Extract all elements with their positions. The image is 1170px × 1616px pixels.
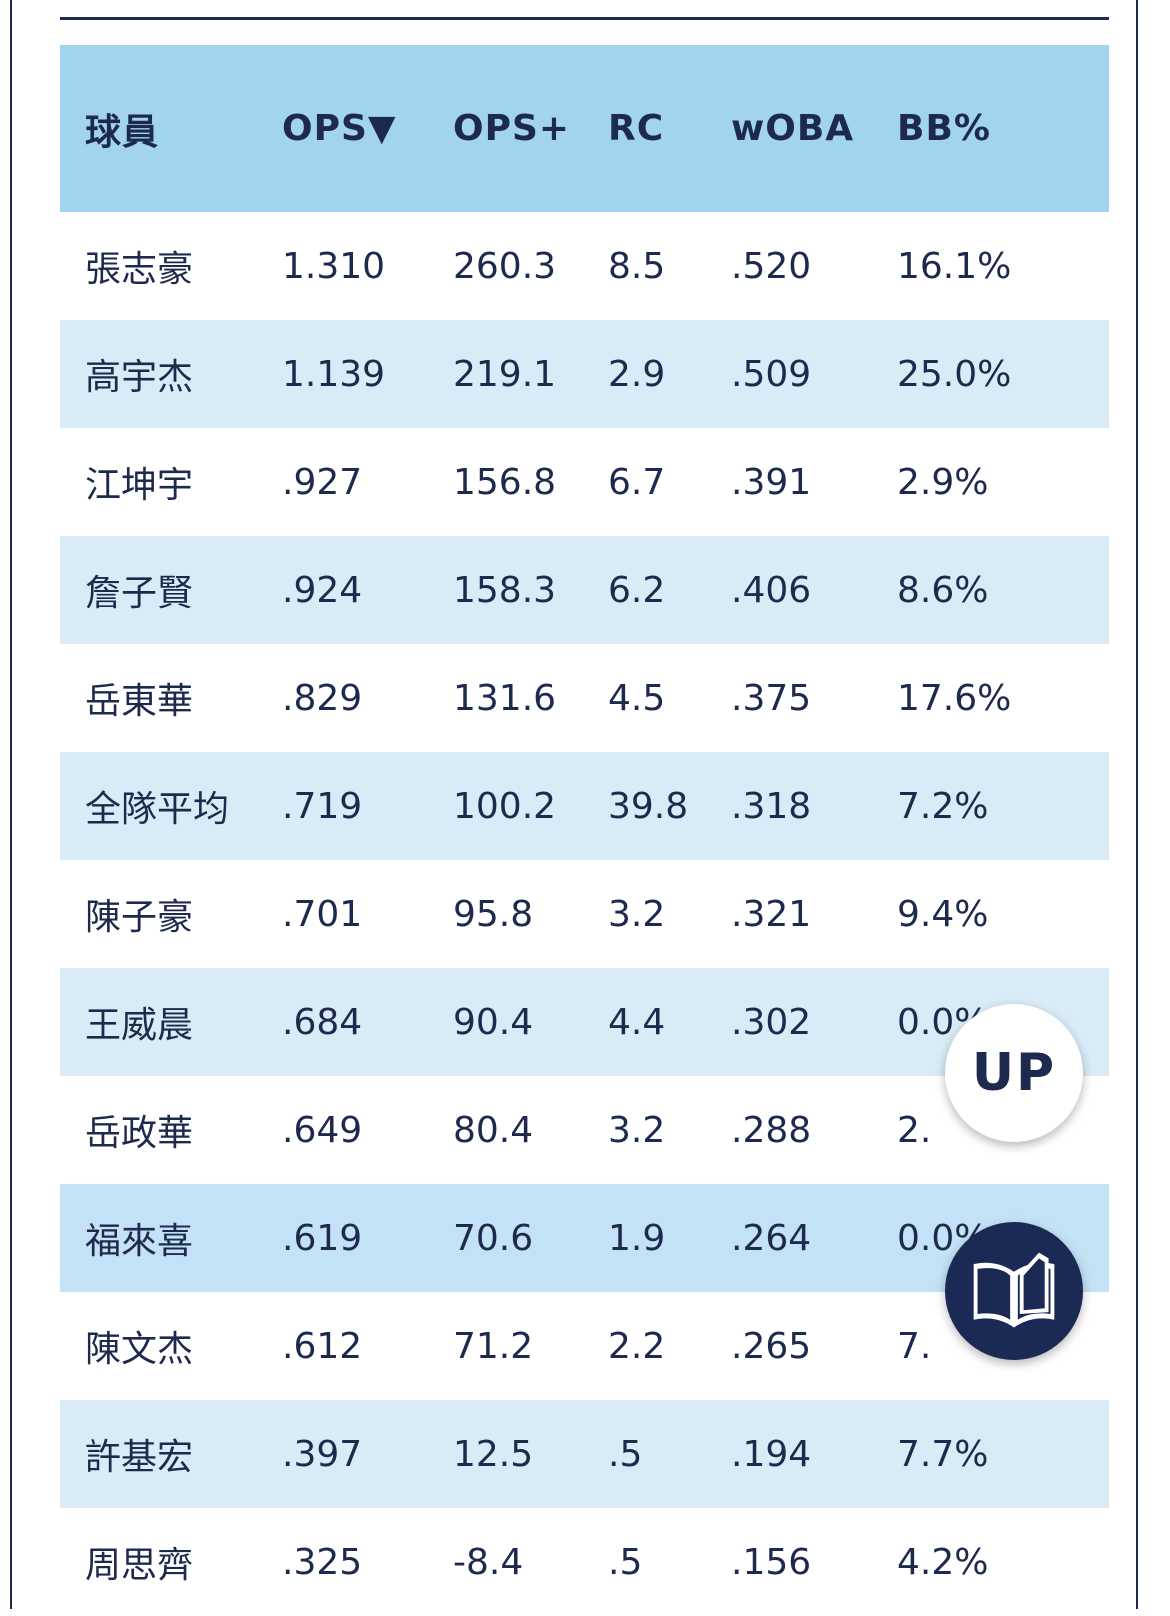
cell-woba: .391	[731, 428, 897, 536]
cell-ops: .927	[282, 428, 453, 536]
cell-woba: .302	[731, 968, 897, 1076]
cell-player: 張志豪	[60, 212, 282, 320]
cell-player: 許基宏	[60, 1400, 282, 1508]
cell-ops: .701	[282, 860, 453, 968]
table-row[interactable]: 陳子豪 .701 95.8 3.2.321 9.4%	[60, 860, 1109, 968]
cell-bb-pct: 7.7%	[897, 1400, 1109, 1508]
table-row[interactable]: 全隊平均 .719 100.2 39.8.318 7.2%	[60, 752, 1109, 860]
cell-woba: .375	[731, 644, 897, 752]
cell-ops: .397	[282, 1400, 453, 1508]
cell-ops: .649	[282, 1076, 453, 1184]
cell-ops: .924	[282, 536, 453, 644]
cell-ops: .829	[282, 644, 453, 752]
cell-player: 高宇杰	[60, 320, 282, 428]
cell-rc: 2.9	[608, 320, 731, 428]
cell-rc: 2.2	[608, 1292, 731, 1400]
scroll-up-button[interactable]: UP	[945, 1004, 1083, 1142]
cell-woba: .321	[731, 860, 897, 968]
table-row[interactable]: 張志豪 1.310 260.3 8.5.520 16.1%	[60, 212, 1109, 320]
cell-woba: .288	[731, 1076, 897, 1184]
cell-ops-plus: 100.2	[453, 752, 608, 860]
table-header-row: 球員 OPS▼ OPS+ RC wOBA BB%	[60, 45, 1109, 212]
open-book-icon	[973, 1252, 1055, 1328]
cell-bb-pct: 16.1%	[897, 212, 1109, 320]
cell-ops: .325	[282, 1508, 453, 1616]
cell-ops: .612	[282, 1292, 453, 1400]
header-ops[interactable]: OPS▼	[282, 45, 453, 212]
cell-woba: .265	[731, 1292, 897, 1400]
cell-bb-pct: 8.6%	[897, 536, 1109, 644]
cell-player: 陳子豪	[60, 860, 282, 968]
cell-ops: 1.310	[282, 212, 453, 320]
cell-ops-plus: 12.5	[453, 1400, 608, 1508]
cell-rc: 8.5	[608, 212, 731, 320]
cell-woba: .264	[731, 1184, 897, 1292]
cell-rc: 3.2	[608, 1076, 731, 1184]
cell-ops-plus: 131.6	[453, 644, 608, 752]
cell-woba: .194	[731, 1400, 897, 1508]
header-bb-pct[interactable]: BB%	[897, 45, 1109, 212]
cell-player: 全隊平均	[60, 752, 282, 860]
cell-ops-plus: 95.8	[453, 860, 608, 968]
cell-ops-plus: 158.3	[453, 536, 608, 644]
header-ops-plus[interactable]: OPS+	[453, 45, 608, 212]
cell-ops-plus: 71.2	[453, 1292, 608, 1400]
book-button[interactable]	[945, 1222, 1083, 1360]
cell-ops-plus: -8.4	[453, 1508, 608, 1616]
table-row[interactable]: 周思齊 .325 -8.4.5.156 4.2%	[60, 1508, 1109, 1616]
cell-rc: 4.4	[608, 968, 731, 1076]
up-label: UP	[971, 1043, 1057, 1103]
cell-player: 岳政華	[60, 1076, 282, 1184]
cell-rc: .5	[608, 1508, 731, 1616]
cell-bb-pct: 4.2%	[897, 1508, 1109, 1616]
cell-player: 周思齊	[60, 1508, 282, 1616]
cell-ops: .684	[282, 968, 453, 1076]
cell-rc: 3.2	[608, 860, 731, 968]
cell-woba: .406	[731, 536, 897, 644]
table-row[interactable]: 許基宏 .397 12.5.5.194 7.7%	[60, 1400, 1109, 1508]
cell-player: 福來喜	[60, 1184, 282, 1292]
header-player[interactable]: 球員	[60, 45, 282, 212]
table-row[interactable]: 岳東華 .829 131.6 4.5.375 17.6%	[60, 644, 1109, 752]
cell-ops-plus: 80.4	[453, 1076, 608, 1184]
cell-ops-plus: 156.8	[453, 428, 608, 536]
cell-bb-pct: 7.2%	[897, 752, 1109, 860]
cell-ops: .619	[282, 1184, 453, 1292]
cell-woba: .520	[731, 212, 897, 320]
cell-player: 岳東華	[60, 644, 282, 752]
cell-ops-plus: 90.4	[453, 968, 608, 1076]
stats-table: 球員 OPS▼ OPS+ RC wOBA BB% 張志豪 1.310 260.3 8.…	[60, 45, 1109, 1616]
cell-woba: .509	[731, 320, 897, 428]
cell-rc: 6.2	[608, 536, 731, 644]
content-frame	[10, 0, 1138, 1609]
header-woba[interactable]: wOBA	[731, 45, 897, 212]
cell-bb-pct: 9.4%	[897, 860, 1109, 968]
cell-player: 詹子賢	[60, 536, 282, 644]
cell-bb-pct: 25.0%	[897, 320, 1109, 428]
cell-ops-plus: 219.1	[453, 320, 608, 428]
header-rc[interactable]: RC	[608, 45, 731, 212]
cell-ops-plus: 260.3	[453, 212, 608, 320]
cell-ops-plus: 70.6	[453, 1184, 608, 1292]
cell-rc: 4.5	[608, 644, 731, 752]
cell-woba: .156	[731, 1508, 897, 1616]
cell-rc: .5	[608, 1400, 731, 1508]
cell-player: 陳文杰	[60, 1292, 282, 1400]
top-divider	[60, 17, 1109, 20]
cell-bb-pct: 17.6%	[897, 644, 1109, 752]
cell-ops: .719	[282, 752, 453, 860]
cell-rc: 1.9	[608, 1184, 731, 1292]
cell-rc: 39.8	[608, 752, 731, 860]
table-row[interactable]: 詹子賢 .924 158.3 6.2.406 8.6%	[60, 536, 1109, 644]
cell-woba: .318	[731, 752, 897, 860]
cell-ops: 1.139	[282, 320, 453, 428]
table-row[interactable]: 江坤宇 .927 156.8 6.7.391 2.9%	[60, 428, 1109, 536]
table-row[interactable]: 高宇杰 1.139 219.1 2.9.509 25.0%	[60, 320, 1109, 428]
cell-player: 江坤宇	[60, 428, 282, 536]
cell-rc: 6.7	[608, 428, 731, 536]
cell-bb-pct: 2.9%	[897, 428, 1109, 536]
cell-player: 王威晨	[60, 968, 282, 1076]
